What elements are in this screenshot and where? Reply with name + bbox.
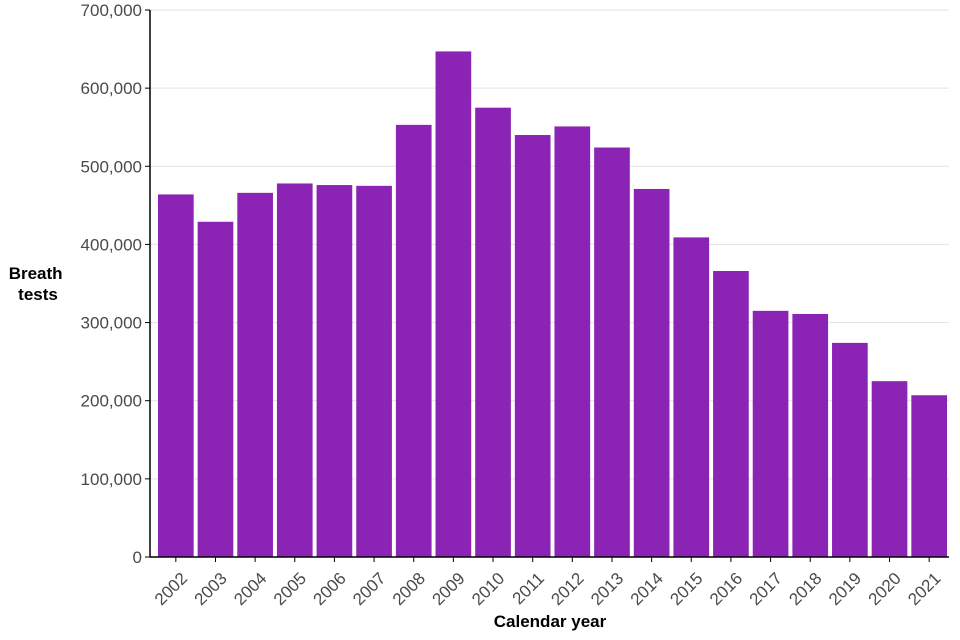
x-tick-label: 2021 bbox=[904, 569, 944, 609]
y-axis-title: Breath tests bbox=[9, 264, 68, 304]
x-tick-label: 2005 bbox=[270, 569, 310, 609]
y-tick-label: 200,000 bbox=[81, 392, 142, 411]
bar-2015 bbox=[673, 237, 710, 557]
bar-2012 bbox=[554, 126, 591, 557]
x-tick-label: 2008 bbox=[389, 569, 429, 609]
x-tick-label: 2007 bbox=[349, 569, 389, 609]
x-tick-label: 2017 bbox=[746, 569, 786, 609]
x-tick-label: 2013 bbox=[587, 569, 627, 609]
x-axis-title: Calendar year bbox=[494, 612, 607, 631]
bar-2021 bbox=[911, 395, 948, 557]
bar-2016 bbox=[713, 270, 749, 557]
x-tick-label: 2006 bbox=[310, 569, 350, 609]
x-tick-label: 2016 bbox=[706, 569, 746, 609]
x-tick-label: 2019 bbox=[825, 569, 865, 609]
bar-2019 bbox=[832, 342, 868, 557]
bar-2014 bbox=[633, 188, 670, 557]
y-tick-labels: 0 100,000 200,000 300,000 400,000 500,000 600,… bbox=[81, 1, 142, 567]
y-tick-label: 600,000 bbox=[81, 79, 142, 98]
bar-2003 bbox=[197, 221, 234, 557]
x-tick-label: 2010 bbox=[468, 569, 508, 609]
x-tick-label: 2011 bbox=[509, 569, 548, 608]
bar-2011 bbox=[514, 135, 551, 557]
bars bbox=[157, 51, 948, 558]
x-tick-labels: 2002 2003 2004 2005 2006 2007 2008 2009 2010 2011… bbox=[151, 569, 945, 609]
x-tick-label: 2015 bbox=[666, 569, 706, 609]
y-tick-label: 300,000 bbox=[81, 314, 142, 333]
x-tick-label: 2009 bbox=[429, 569, 469, 609]
x-tick-label: 2012 bbox=[547, 569, 587, 609]
bar-2004 bbox=[237, 192, 273, 557]
y-tick-label: 0 bbox=[133, 548, 142, 567]
x-tick-label: 2020 bbox=[865, 569, 905, 609]
axes bbox=[145, 9, 949, 562]
y-tick-label: 100,000 bbox=[81, 470, 142, 489]
y-tick-label: 700,000 bbox=[81, 1, 142, 20]
bar-2008 bbox=[395, 124, 432, 558]
bar-2007 bbox=[356, 185, 392, 558]
bar-2006 bbox=[316, 185, 353, 558]
bar-2002 bbox=[157, 194, 194, 557]
x-tick-label: 2003 bbox=[191, 569, 231, 609]
bar-2005 bbox=[276, 183, 313, 557]
bar-2018 bbox=[792, 313, 829, 557]
x-tick-label: 2014 bbox=[627, 569, 667, 609]
y-axis-title-line-2: tests bbox=[18, 285, 58, 304]
x-tick-label: 2018 bbox=[785, 569, 825, 609]
x-tick-label: 2002 bbox=[151, 569, 191, 609]
y-axis-title-line-1: Breath bbox=[9, 264, 63, 283]
bar-2010 bbox=[475, 107, 511, 557]
x-tick-label: 2004 bbox=[230, 569, 270, 609]
bar-2013 bbox=[594, 147, 630, 557]
bar-2009 bbox=[435, 51, 472, 558]
y-tick-label: 400,000 bbox=[81, 235, 142, 254]
bar-2020 bbox=[871, 381, 908, 557]
bar-2017 bbox=[752, 310, 789, 557]
y-tick-label: 500,000 bbox=[81, 157, 142, 176]
